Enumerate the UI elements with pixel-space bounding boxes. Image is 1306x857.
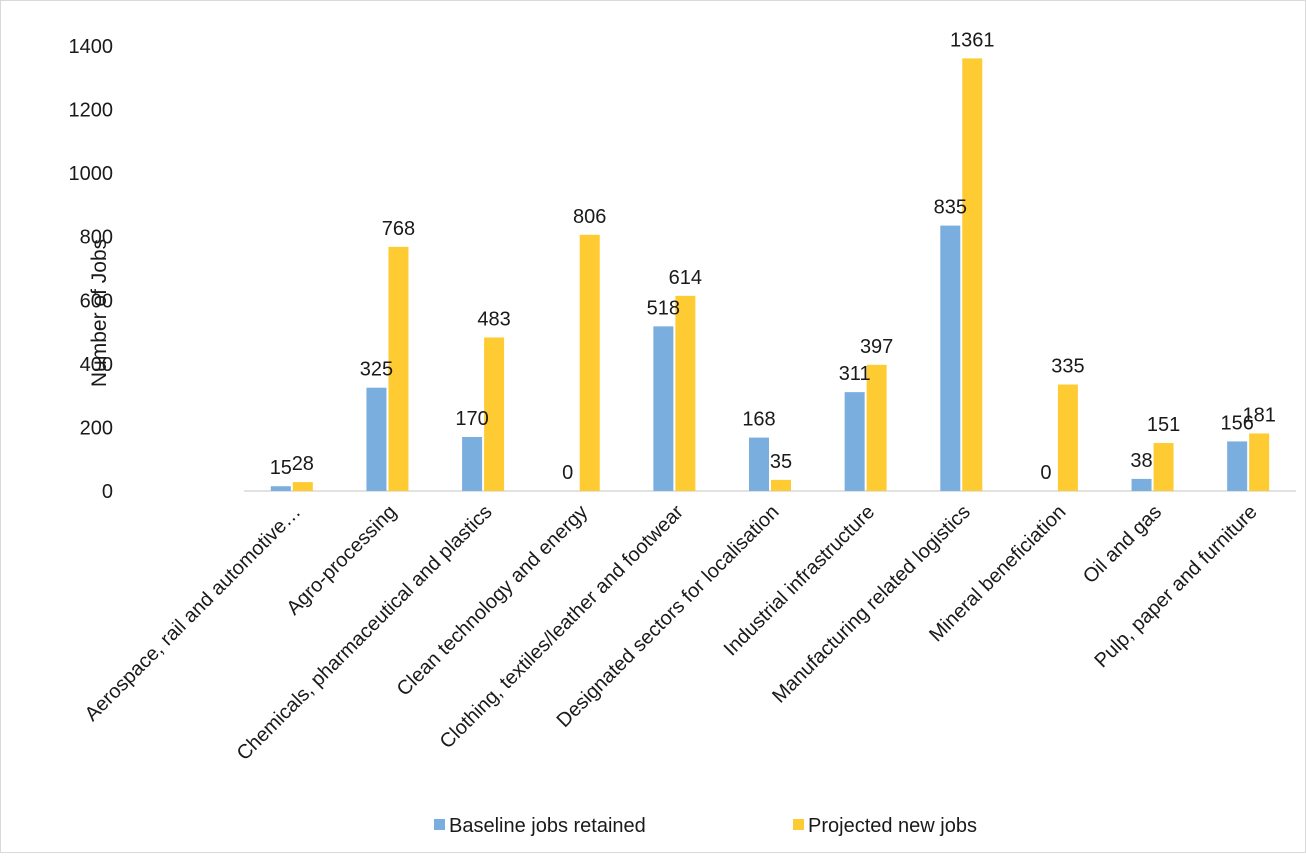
data-label-baseline: 38 <box>1130 450 1152 472</box>
data-label-baseline: 0 <box>562 462 573 484</box>
category-label: Clean technology and energy <box>393 501 593 701</box>
data-label-baseline: 168 <box>742 409 775 431</box>
bar-projected <box>962 58 983 492</box>
legend-label-projected: Projected new jobs <box>808 815 977 837</box>
category-label: Pulp, paper and furniture <box>1090 501 1261 672</box>
y-tick-label: 400 <box>80 354 113 376</box>
bar-baseline <box>1131 478 1152 491</box>
bar-baseline <box>366 387 387 491</box>
bar-baseline <box>1227 441 1248 491</box>
bar-projected <box>1249 433 1270 491</box>
bar-baseline <box>462 436 483 491</box>
category-label: Oil and gas <box>1079 501 1166 588</box>
bar-baseline <box>270 486 291 491</box>
data-label-baseline: 15 <box>270 457 292 479</box>
y-tick-label: 0 <box>102 481 113 503</box>
y-tick-label: 1400 <box>69 36 114 58</box>
data-label-projected: 28 <box>292 453 314 475</box>
y-tick-label: 1200 <box>69 100 114 122</box>
bars <box>270 58 1270 492</box>
y-tick-label: 800 <box>80 227 113 249</box>
y-tick-label: 1000 <box>69 163 114 185</box>
bar-baseline <box>940 225 961 491</box>
y-axis-title: Number of Jobs <box>88 239 111 387</box>
y-axis-ticks: 0 200 400 600 800 1000 1200 1400 <box>69 36 114 503</box>
bar-projected <box>866 364 887 491</box>
legend-swatch-baseline <box>434 819 445 830</box>
data-label-baseline: 518 <box>647 297 680 319</box>
bar-projected <box>1153 443 1174 491</box>
data-label-projected: 614 <box>669 267 702 289</box>
bar-projected <box>484 337 505 491</box>
data-label-projected: 768 <box>382 218 415 240</box>
bar-projected <box>388 246 409 491</box>
bar-baseline <box>749 437 769 491</box>
category-label: Aerospace, rail and automotive… <box>81 501 306 726</box>
data-label-projected: 483 <box>477 308 510 330</box>
data-label-baseline: 156 <box>1220 412 1253 434</box>
bar-projected <box>675 295 696 491</box>
bar-projected <box>292 482 313 491</box>
data-label-baseline: 325 <box>360 359 393 381</box>
legend-label-baseline: Baseline jobs retained <box>449 815 646 837</box>
bar-projected <box>771 479 791 491</box>
data-label-projected: 181 <box>1242 404 1275 426</box>
y-tick-label: 600 <box>80 290 113 312</box>
data-label-baseline: 311 <box>839 363 871 385</box>
data-label-baseline: 170 <box>455 408 488 430</box>
bar-baseline <box>844 392 865 491</box>
data-label-baseline: 835 <box>934 197 967 219</box>
data-label-projected: 1361 <box>950 29 995 51</box>
bar-projected <box>1057 384 1078 491</box>
bar-baseline <box>653 326 674 491</box>
legend-swatch-projected <box>793 819 804 830</box>
y-tick-label: 200 <box>80 417 113 439</box>
data-label-projected: 806 <box>573 206 606 228</box>
category-label: Manufacturing related logistics <box>768 501 975 708</box>
data-labels: 15 28 325 768 170 483 0 806 518 614 168 35 311 397 835… <box>270 29 1276 484</box>
data-label-projected: 335 <box>1051 356 1084 378</box>
data-label-projected: 397 <box>860 336 893 358</box>
data-label-projected: 35 <box>770 451 792 473</box>
data-label-baseline: 0 <box>1040 462 1051 484</box>
data-label-projected: 151 <box>1147 414 1180 436</box>
category-labels: Aerospace, rail and automotive…Agro-proc… <box>81 501 1262 765</box>
legend: Baseline jobs retained Projected new job… <box>434 815 977 837</box>
bar-projected <box>579 234 600 492</box>
